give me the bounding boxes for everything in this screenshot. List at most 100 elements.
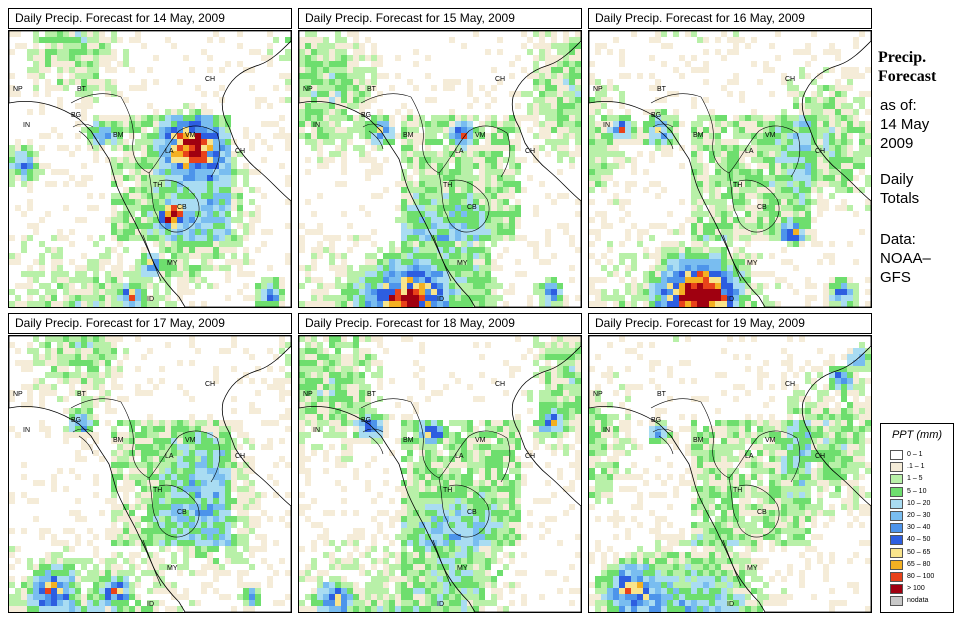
country-border (78, 130, 94, 150)
country-border (650, 93, 702, 104)
country-label: NP (13, 391, 23, 398)
coastline (9, 336, 291, 612)
legend-label: 0 – 1 (907, 451, 923, 458)
country-label: BM (113, 132, 124, 139)
country-label: IN (603, 427, 610, 434)
country-label: MY (457, 565, 468, 572)
legend-swatch (890, 584, 903, 595)
country-border (700, 96, 730, 174)
title-line: Forecast (878, 68, 937, 85)
country-label: CB (177, 509, 187, 516)
country-label: CH (815, 148, 825, 155)
coastline (299, 31, 581, 307)
country-border (142, 539, 162, 587)
country-label: LA (455, 453, 464, 460)
country-border (410, 96, 440, 174)
country-label: BT (77, 391, 87, 398)
country-border (790, 132, 801, 178)
legend-swatch (890, 535, 903, 546)
precip-map: NP BT BG IN BM CH VM LA TH CB MY ID CH (8, 335, 292, 613)
country-border (410, 401, 440, 479)
legend-label: 20 – 30 (907, 512, 931, 519)
country-border (148, 477, 158, 521)
asof-date: 14 May (880, 116, 930, 133)
country-label: IN (23, 427, 30, 434)
country-label: ID (727, 601, 734, 608)
country-label: CH (495, 76, 505, 83)
country-label: ID (437, 601, 444, 608)
country-label: VM (765, 132, 776, 139)
precip-map: NP BT BG IN BM CH VM LA TH CB MY ID CH (8, 30, 292, 308)
legend-swatch (890, 596, 903, 607)
country-label: TH (443, 487, 452, 494)
country-label: TH (733, 182, 742, 189)
country-border (500, 437, 511, 483)
country-label: CH (235, 453, 245, 460)
country-label: VM (475, 437, 486, 444)
country-label: CH (495, 381, 505, 388)
country-border (652, 428, 674, 433)
country-label: VM (475, 132, 486, 139)
country-label: BM (403, 437, 414, 444)
panel-title: Daily Precip. Forecast for 18 May, 2009 (298, 313, 582, 334)
country-label: CB (467, 509, 477, 516)
coastline (299, 336, 581, 612)
coastline (9, 31, 291, 307)
country-label: ID (437, 296, 444, 303)
country-label: MY (167, 260, 178, 267)
country-border (658, 435, 674, 455)
asof-label: as of: (880, 97, 917, 114)
legend-label: 5 – 10 (907, 487, 927, 495)
map-canvas: NP BT BG IN BM CH VM LA TH CB MY ID CH (299, 31, 581, 307)
country-label: TH (443, 182, 452, 189)
country-label: ID (147, 296, 154, 303)
legend-label: 80 – 100 (907, 573, 935, 580)
legend-title: PPT (mm) (891, 429, 943, 441)
country-label: CH (205, 381, 215, 388)
map-canvas: NP BT BG IN BM CH VM LA TH CB MY ID CH (299, 336, 581, 612)
country-label: IN (23, 122, 30, 129)
country-label: BM (113, 437, 124, 444)
source-line: GFS (880, 269, 911, 286)
country-label: CH (815, 453, 825, 460)
legend-swatch (890, 523, 903, 534)
map-canvas: NP BT BG IN BM CH VM LA TH CB MY ID CH (589, 336, 871, 612)
legend-label: > 100 (907, 585, 925, 593)
country-label: NP (13, 86, 23, 93)
legend-label: nodata (907, 597, 929, 605)
country-border (728, 477, 738, 521)
country-border (658, 130, 674, 150)
country-label: IN (603, 122, 610, 129)
country-label: BT (657, 86, 667, 93)
map-canvas: NP BT BG IN BM CH VM LA TH CB MY ID CH (589, 31, 871, 307)
country-border (120, 96, 150, 174)
country-label: CH (525, 453, 535, 460)
country-label: BT (367, 391, 377, 398)
country-label: TH (153, 487, 162, 494)
map-canvas: NP BT BG IN BM CH VM LA TH CB MY ID CH (9, 31, 291, 307)
country-label: LA (745, 453, 754, 460)
country-border (72, 428, 94, 433)
country-border (148, 172, 158, 216)
country-border (362, 428, 384, 433)
country-label: CH (235, 148, 245, 155)
country-label: VM (765, 437, 776, 444)
asof-year: 2009 (880, 135, 914, 152)
legend-label: 30 – 40 (907, 524, 931, 532)
country-label: BG (71, 417, 81, 424)
country-label: CH (785, 381, 795, 388)
country-border (446, 484, 490, 538)
panel-title: Daily Precip. Forecast for 17 May, 2009 (8, 313, 292, 334)
totals-line: Totals (880, 190, 920, 207)
legend-label: 40 – 50 (907, 536, 931, 544)
country-border (368, 130, 384, 150)
country-label: BT (77, 86, 87, 93)
country-label: CB (177, 204, 187, 211)
panel-title: Daily Precip. Forecast for 14 May, 2009 (8, 8, 292, 29)
country-label: VM (185, 132, 196, 139)
country-border (438, 477, 448, 521)
country-label: NP (593, 391, 603, 398)
legend-label: 65 – 80 (907, 560, 931, 568)
country-border (650, 398, 702, 409)
country-border (438, 125, 508, 174)
